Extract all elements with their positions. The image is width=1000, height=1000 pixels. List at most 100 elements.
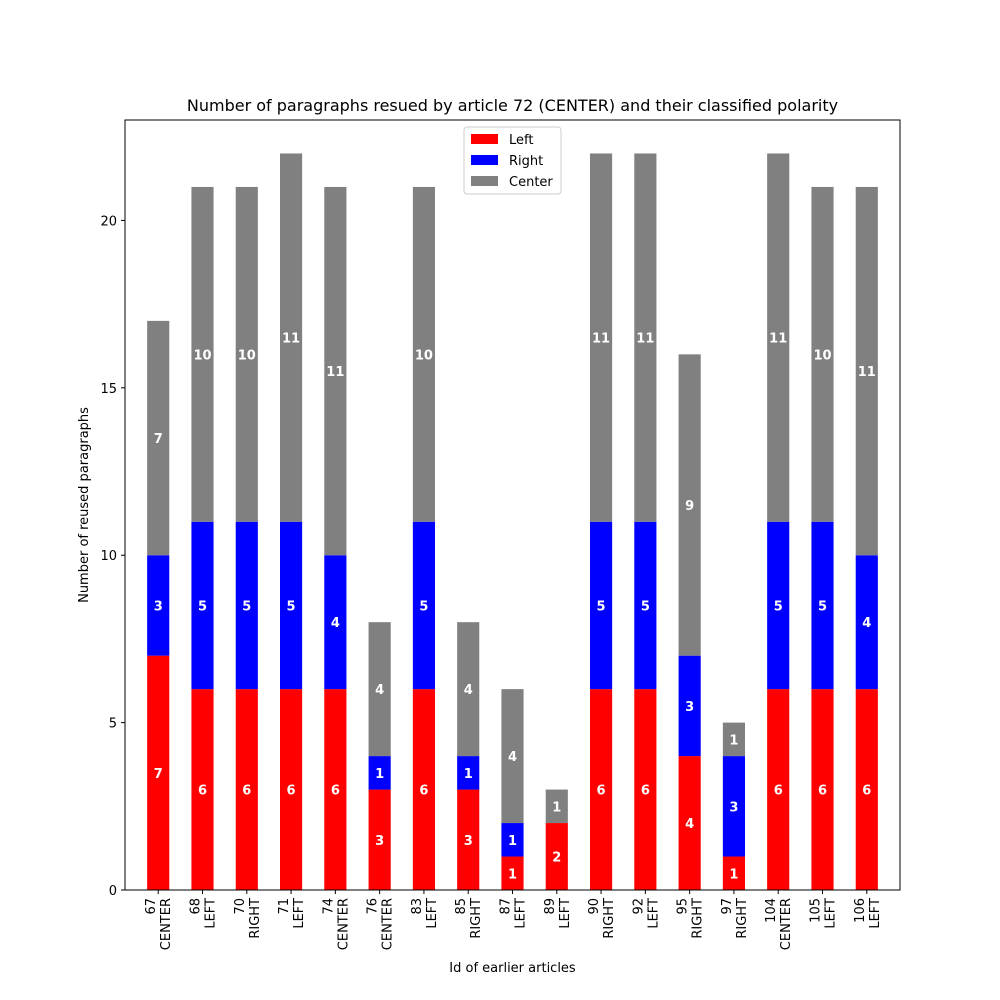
bar-segment-right-76 <box>368 756 391 790</box>
segment-label-left-90: 6 <box>597 784 606 799</box>
bar-segment-center-83 <box>412 186 435 522</box>
bar-segment-left-87 <box>501 856 524 890</box>
segment-label-right-85: 1 <box>464 767 473 782</box>
segment-label-left-106: 6 <box>862 784 871 799</box>
x-tick-label-68: 68 LEFT <box>189 898 219 929</box>
segment-label-right-106: 4 <box>862 616 871 631</box>
segment-label-center-87: 4 <box>508 750 517 765</box>
bar-segment-center-68 <box>191 186 214 522</box>
segment-label-center-85: 4 <box>464 683 473 698</box>
bar-segment-center-97 <box>722 722 745 757</box>
x-tick-label-70: 70 RIGHT <box>233 898 263 939</box>
bar-segment-center-85 <box>457 622 480 757</box>
bar-segment-right-97 <box>722 756 745 857</box>
x-tick-polarity: LEFT <box>514 898 529 929</box>
bar-segment-left-67 <box>147 655 170 890</box>
bar-segment-left-90 <box>590 689 613 890</box>
bar-segment-right-95 <box>678 655 701 757</box>
x-tick-label-76: 76 CENTER <box>366 898 396 950</box>
bar-segment-left-105 <box>811 689 834 890</box>
x-tick-polarity: CENTER <box>381 898 396 950</box>
bar-segment-center-106 <box>855 186 878 556</box>
bar-segment-center-95 <box>678 354 701 656</box>
x-tick-polarity: RIGHT <box>691 898 706 939</box>
segment-label-left-71: 6 <box>287 784 296 799</box>
x-tick-id: 71 <box>277 898 292 915</box>
x-tick-polarity: CENTER <box>779 898 794 950</box>
bar-segment-left-68 <box>191 689 214 890</box>
segment-label-right-74: 4 <box>331 616 340 631</box>
bar-segment-right-105 <box>811 521 834 690</box>
x-tick-id: 74 <box>321 898 336 915</box>
bar-segment-center-71 <box>280 153 303 522</box>
x-tick-label-87: 87 LEFT <box>499 898 529 929</box>
segment-label-left-89: 2 <box>552 851 561 866</box>
x-tick-label-85: 85 RIGHT <box>454 898 484 939</box>
y-tick-label: 0 <box>109 884 117 899</box>
chart-title: Number of paragraphs resued by article 7… <box>187 96 838 115</box>
bar-segment-center-90 <box>590 153 613 522</box>
segment-label-center-76: 4 <box>375 683 384 698</box>
x-tick-id: 87 <box>499 898 514 915</box>
segment-label-center-74: 11 <box>326 365 344 380</box>
bar-segment-left-104 <box>767 689 790 890</box>
segment-label-center-105: 10 <box>813 348 831 363</box>
x-tick-label-105: 105 LEFT <box>809 898 839 929</box>
segment-label-right-87: 1 <box>508 834 517 849</box>
segment-label-left-92: 6 <box>641 784 650 799</box>
x-tick-label-89: 89 LEFT <box>543 898 573 929</box>
bar-segment-right-104 <box>767 521 790 690</box>
bar-segment-center-89 <box>545 789 568 824</box>
x-axis: 67 CENTER 68 LEFT 70 RIGHT 71 LEFT 74 CENTER 76 CEN… <box>144 890 883 950</box>
segment-label-right-90: 5 <box>597 599 606 614</box>
bar-segment-left-85 <box>457 789 480 890</box>
bar-segment-center-76 <box>368 622 391 757</box>
x-tick-polarity: LEFT <box>292 898 307 929</box>
segment-label-left-97: 1 <box>729 867 738 882</box>
segment-label-right-70: 5 <box>242 599 251 614</box>
segment-label-center-70: 10 <box>238 348 256 363</box>
segment-label-center-68: 10 <box>193 348 211 363</box>
bar-segment-center-67 <box>147 320 170 556</box>
bar-segment-left-92 <box>634 689 657 890</box>
segment-label-center-97: 1 <box>729 733 738 748</box>
x-tick-id: 83 <box>410 898 425 915</box>
segment-label-center-67: 7 <box>154 432 163 447</box>
bar-segment-left-97 <box>722 856 745 890</box>
bar-segment-left-71 <box>280 689 303 890</box>
x-tick-polarity: CENTER <box>336 898 351 950</box>
x-tick-id: 89 <box>543 898 558 915</box>
segment-label-center-89: 1 <box>552 800 561 815</box>
segment-label-right-92: 5 <box>641 599 650 614</box>
segment-label-right-104: 5 <box>774 599 783 614</box>
x-tick-label-97: 97 RIGHT <box>720 898 750 939</box>
x-tick-polarity: LEFT <box>646 898 661 929</box>
x-tick-polarity: CENTER <box>159 898 174 950</box>
x-tick-label-106: 106 LEFT <box>853 898 883 929</box>
bar-segment-right-92 <box>634 521 657 690</box>
y-axis: 0 5 10 15 20 <box>100 214 125 899</box>
bar-segment-right-87 <box>501 823 524 857</box>
bar-segment-center-70 <box>235 186 258 522</box>
x-tick-label-74: 74 CENTER <box>321 898 351 950</box>
x-tick-polarity: RIGHT <box>735 898 750 939</box>
legend-swatch-right <box>471 155 498 165</box>
bar-segment-left-95 <box>678 756 701 890</box>
segment-label-left-85: 3 <box>464 834 473 849</box>
x-tick-label-83: 83 LEFT <box>410 898 440 929</box>
x-tick-id: 67 <box>144 898 159 915</box>
segment-label-left-105: 6 <box>818 784 827 799</box>
segment-label-center-106: 11 <box>858 365 876 380</box>
bar-segment-center-105 <box>811 186 834 522</box>
legend-swatch-center <box>471 176 498 186</box>
segment-label-center-90: 11 <box>592 332 610 347</box>
bar-segment-right-71 <box>280 521 303 690</box>
segment-label-left-68: 6 <box>198 784 207 799</box>
legend-label-right: Right <box>509 154 543 169</box>
x-tick-polarity: RIGHT <box>469 898 484 939</box>
bar-segment-right-90 <box>590 521 613 690</box>
segment-label-center-92: 11 <box>636 332 654 347</box>
segment-label-left-95: 4 <box>685 817 694 832</box>
legend-swatch-left <box>471 134 498 144</box>
